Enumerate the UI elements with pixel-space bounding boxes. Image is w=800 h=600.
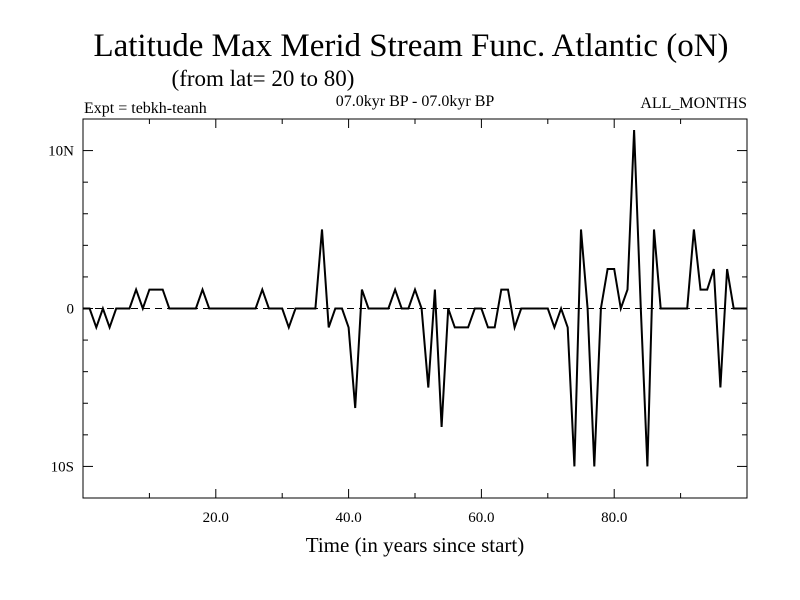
period-label: 07.0kyr BP - 07.0kyr BP: [336, 93, 495, 110]
chart-title: Latitude Max Merid Stream Func. Atlantic…: [93, 28, 728, 64]
x-tick-label: 40.0: [335, 510, 361, 526]
x-axis-label: Time (in years since start): [306, 533, 525, 557]
series-line: [83, 130, 747, 467]
months-label: ALL_MONTHS: [640, 95, 747, 112]
x-axis-tick-labels: 20.0 40.0 60.0 80.0: [203, 510, 628, 526]
y-tick-label: 0: [67, 302, 75, 318]
experiment-label: Expt = tebkh-teanh: [84, 100, 207, 117]
x-tick-label: 80.0: [601, 510, 627, 526]
y-tick-label: 10N: [48, 144, 74, 160]
x-tick-label: 60.0: [468, 510, 494, 526]
y-axis-tick-labels: 10N 0 10S: [48, 144, 74, 476]
x-axis-ticks: [148, 119, 682, 498]
chart-subtitle: (from lat= 20 to 80): [172, 66, 355, 91]
y-tick-label: 10S: [51, 459, 74, 475]
x-tick-label: 20.0: [203, 510, 229, 526]
